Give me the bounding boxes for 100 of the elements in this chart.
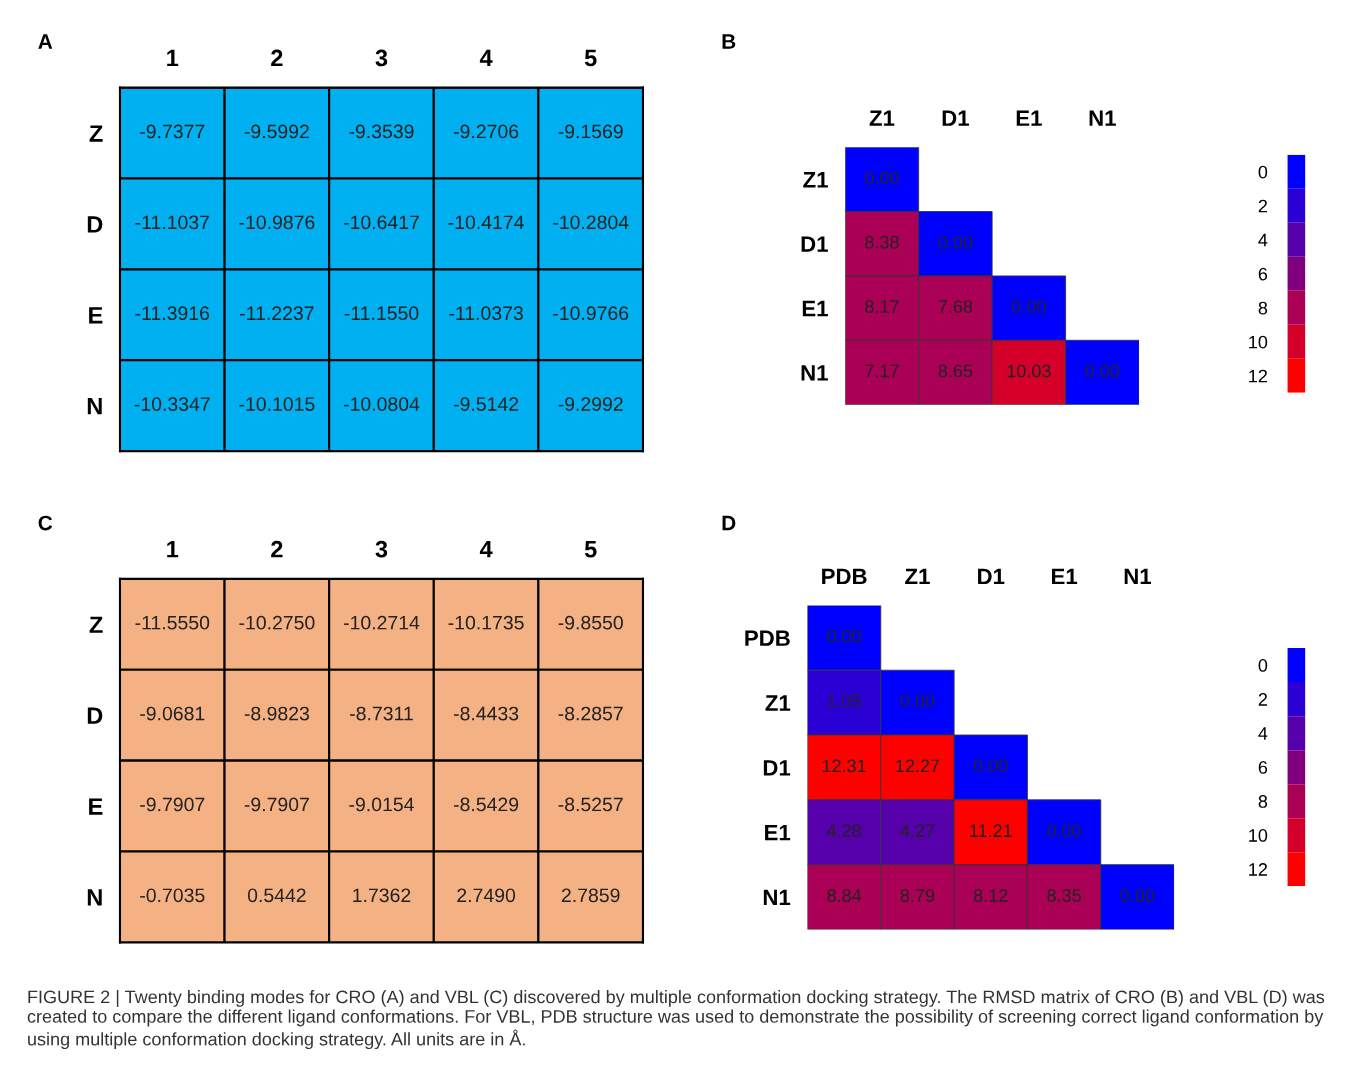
data-label: -9.5142	[453, 397, 519, 411]
x-tick-label: E1	[1052, 568, 1078, 585]
data-label: 8.35	[1047, 889, 1081, 902]
data-label: 8.84	[827, 889, 862, 902]
data-label: 2.7490	[457, 888, 516, 903]
data-label: -9.7377	[140, 124, 205, 139]
data-label: -8.5257	[558, 797, 623, 812]
data-label: -8.5429	[453, 797, 519, 812]
data-label: -11.5550	[135, 615, 210, 630]
data-label: 4.28	[826, 824, 861, 838]
data-label: 0.00	[1012, 300, 1046, 313]
data-label: 0.00	[1085, 364, 1120, 378]
data-label: -10.2714	[343, 615, 420, 630]
data-label: -11.1550	[344, 306, 419, 321]
y-tick-label: N1	[801, 365, 828, 381]
x-tick-label: 5	[584, 49, 597, 67]
data-label: -10.4174	[448, 215, 524, 230]
x-tick-label: E1	[1016, 110, 1042, 126]
data-label: 8.12	[974, 889, 1008, 902]
data-label: -9.1569	[558, 124, 623, 139]
data-label: -10.3347	[134, 397, 210, 411]
data-label: 7.17	[865, 364, 899, 378]
data-label: -10.2750	[239, 615, 315, 630]
y-tick-label: E1	[802, 300, 828, 317]
data-label: 10.03	[1007, 364, 1051, 378]
x-tick-label: Z1	[869, 110, 895, 126]
y-tick-label: Z	[89, 125, 103, 142]
data-label: -11.0373	[449, 306, 523, 321]
x-tick-label: 4	[479, 541, 493, 558]
color-bar-label: 2	[1258, 693, 1267, 706]
chart-title: A	[38, 34, 53, 49]
data-label: 7.68	[938, 300, 973, 313]
data-label: 0.00	[973, 759, 1008, 773]
color-bar-label: 4	[1258, 727, 1268, 740]
data-label: -11.2237	[240, 306, 314, 321]
color-bar-label: 2	[1258, 199, 1267, 213]
x-tick-label: 1	[167, 541, 179, 558]
data-label: 8.17	[865, 300, 899, 313]
x-tick-label: N1	[1089, 110, 1116, 126]
y-tick-label: Z1	[765, 695, 791, 711]
x-tick-label: 5	[584, 541, 597, 558]
data-label: -9.8550	[558, 615, 623, 630]
data-label: 12.27	[896, 759, 940, 773]
data-label: 4.27	[900, 824, 935, 837]
data-label: 1.7362	[353, 888, 411, 903]
color-bar-label: 0	[1258, 659, 1268, 672]
color-bar-label: 6	[1258, 267, 1268, 281]
x-tick-label: D1	[978, 568, 1005, 585]
color-bar-label: 10	[1249, 335, 1268, 349]
data-label: -10.1735	[448, 615, 524, 630]
data-label: 0.00	[900, 694, 935, 708]
y-tick-label: N1	[763, 889, 791, 906]
data-label: 12.31	[822, 759, 866, 773]
data-label: 8.38	[865, 235, 899, 249]
x-tick-label: 3	[375, 49, 388, 67]
x-tick-label: PDB	[822, 568, 867, 585]
data-label: -8.7311	[350, 706, 413, 721]
data-label: -10.9876	[239, 215, 315, 230]
color-bar-label: 12	[1249, 369, 1267, 383]
color-bar-label: 8	[1258, 795, 1268, 808]
color-bar-label: 8	[1258, 301, 1268, 315]
data-label: -9.3539	[349, 124, 414, 139]
data-label: -11.3916	[135, 306, 210, 321]
caption: FIGURE 2 | Twenty binding modes for CRO (A) and VBL (C) discovered by multiple conformation docking strategy. The RMSD matrix of CRO (B) and VBL (D) was created to compare the different ligand conformations. For VBL, PDB structure was used to demonstrate the possibility of screening correct ligand conformation by using multiple conformation docking strategy. All units are in Å.	[27, 990, 1325, 1050]
data-label: 0.00	[1047, 824, 1081, 838]
y-tick-label: E1	[765, 824, 791, 841]
y-tick-label: D	[87, 707, 103, 724]
color-bar-label: 6	[1258, 761, 1268, 774]
x-tick-label: 3	[375, 540, 388, 558]
y-tick-label: E	[89, 307, 103, 324]
y-tick-label: Z1	[803, 172, 828, 188]
data-label: -9.5992	[244, 124, 309, 139]
color-bar-label: 10	[1249, 829, 1268, 842]
x-tick-label: 1	[167, 49, 179, 67]
data-label: -11.1037	[135, 215, 209, 230]
data-label: -8.2857	[558, 706, 623, 721]
data-label: 8.79	[900, 889, 935, 902]
data-label: -10.9766	[553, 306, 629, 321]
color-bar-label: 12	[1249, 863, 1267, 876]
x-tick-label: N1	[1124, 568, 1152, 585]
chart-title: D	[722, 515, 736, 531]
data-label: -9.0154	[349, 797, 414, 812]
chart-title: C	[38, 515, 53, 531]
data-label: 2.7859	[561, 888, 620, 903]
data-label: 0.00	[1120, 889, 1155, 902]
x-tick-label: 2	[271, 49, 283, 67]
data-label: -0.7035	[140, 888, 205, 903]
data-label: -10.0804	[343, 397, 420, 411]
x-tick-label: D1	[942, 110, 969, 126]
data-label: 1.05	[827, 694, 861, 708]
data-label: 8.65	[938, 364, 973, 378]
data-label: -10.6417	[343, 215, 419, 230]
x-tick-label: Z1	[905, 568, 930, 585]
data-label: -9.7907	[140, 797, 205, 812]
data-label: 0.5442	[247, 888, 306, 903]
data-label: 0.00	[865, 171, 899, 185]
chart-title: B	[722, 34, 736, 49]
y-tick-label: N	[87, 889, 102, 906]
x-tick-label: 2	[271, 540, 283, 558]
data-label: 0.00	[938, 235, 973, 249]
